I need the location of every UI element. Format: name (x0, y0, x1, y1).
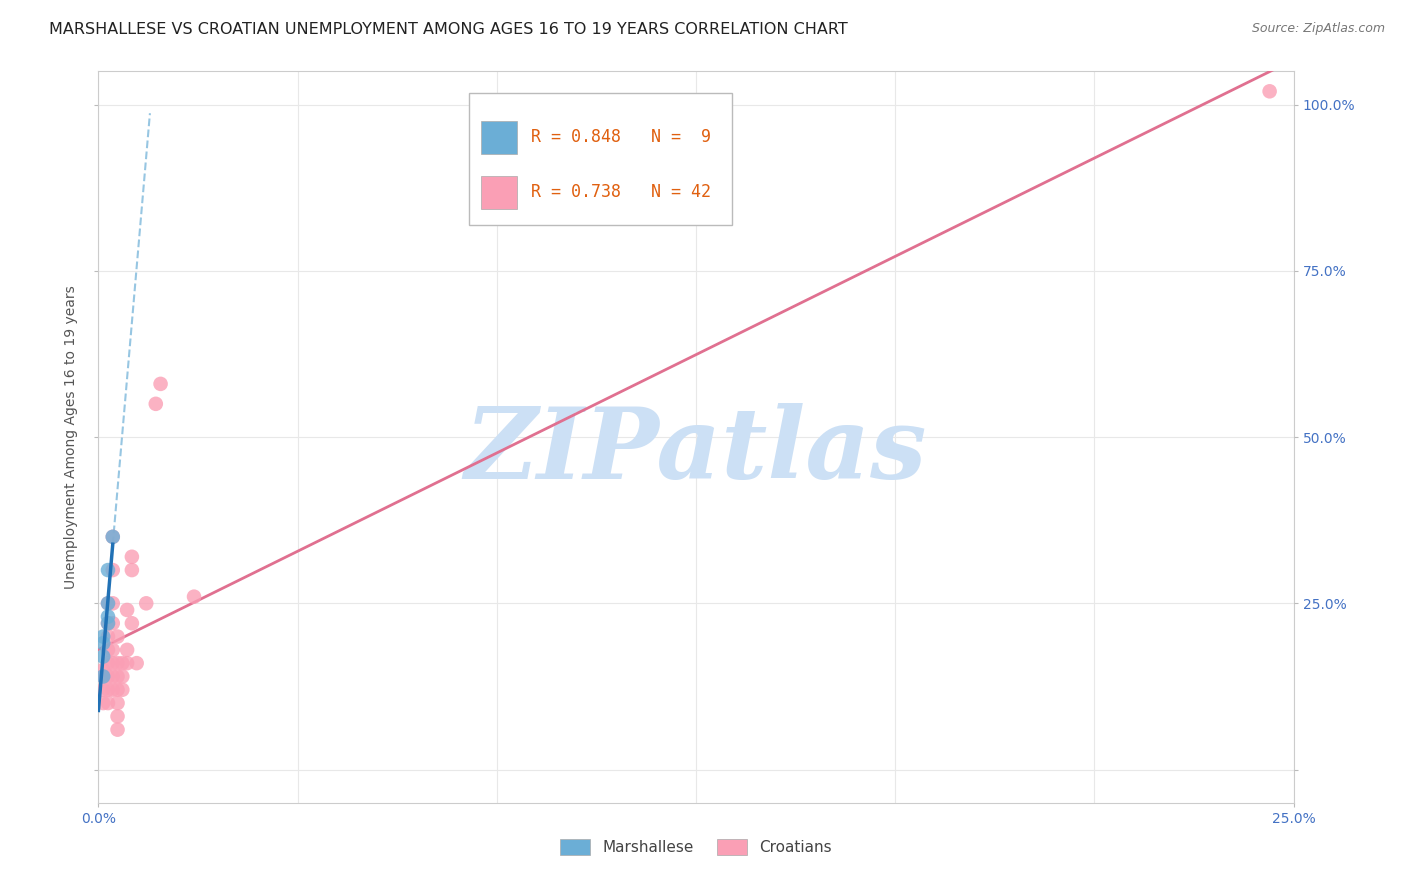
Point (101, 643, 124, 657)
Point (91, 636, 114, 650)
Point (101, 530, 124, 544)
FancyBboxPatch shape (481, 176, 517, 209)
Point (107, 656, 129, 670)
Point (91, 682, 114, 697)
Point (107, 682, 129, 697)
Point (97, 696, 120, 710)
Point (101, 616, 124, 631)
Point (135, 596, 157, 610)
Text: ZIPatlas: ZIPatlas (465, 403, 927, 500)
Y-axis label: Unemployment Among Ages 16 to 19 years: Unemployment Among Ages 16 to 19 years (65, 285, 79, 589)
Point (97, 630, 120, 644)
Legend: Marshallese, Croatians: Marshallese, Croatians (554, 833, 838, 861)
Point (107, 669, 129, 683)
Point (97, 563, 120, 577)
Point (107, 696, 129, 710)
Point (101, 682, 124, 697)
Point (121, 549, 143, 564)
Point (97, 609, 120, 624)
Point (97, 656, 120, 670)
Text: R = 0.738   N = 42: R = 0.738 N = 42 (531, 183, 711, 201)
Point (145, 397, 167, 411)
Point (1258, 84, 1281, 98)
Point (97, 643, 120, 657)
Point (101, 596, 124, 610)
Point (97, 616, 120, 631)
Point (91, 696, 114, 710)
Point (97, 616, 120, 631)
Point (101, 656, 124, 670)
Point (91, 663, 114, 677)
Point (115, 656, 138, 670)
Point (97, 669, 120, 683)
Point (111, 669, 134, 683)
Point (91, 669, 114, 683)
Point (107, 709, 129, 723)
Point (101, 563, 124, 577)
FancyBboxPatch shape (481, 120, 517, 153)
Point (91, 649, 114, 664)
Point (149, 376, 172, 391)
Point (107, 723, 129, 737)
Point (97, 596, 120, 610)
Point (101, 530, 124, 544)
Point (115, 603, 138, 617)
Point (97, 596, 120, 610)
Point (183, 590, 205, 604)
Point (125, 656, 148, 670)
Point (91, 630, 114, 644)
Text: MARSHALLESE VS CROATIAN UNEMPLOYMENT AMONG AGES 16 TO 19 YEARS CORRELATION CHART: MARSHALLESE VS CROATIAN UNEMPLOYMENT AMO… (49, 22, 848, 37)
Point (111, 656, 134, 670)
Text: Source: ZipAtlas.com: Source: ZipAtlas.com (1251, 22, 1385, 36)
Point (111, 682, 134, 697)
Point (91, 669, 114, 683)
Point (101, 669, 124, 683)
Point (97, 682, 120, 697)
Point (107, 630, 129, 644)
Point (115, 643, 138, 657)
Point (121, 616, 143, 631)
Point (121, 563, 143, 577)
Text: R = 0.848   N =  9: R = 0.848 N = 9 (531, 128, 711, 146)
FancyBboxPatch shape (470, 94, 733, 225)
